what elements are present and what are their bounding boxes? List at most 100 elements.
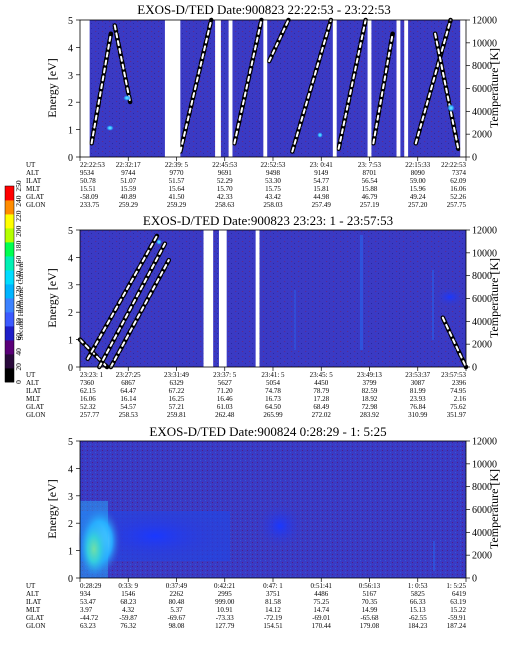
ephemeris-value: 51.57 — [169, 177, 185, 185]
ephemeris-row-label: GLAT — [26, 614, 45, 622]
ephemeris-value: 272.02 — [312, 411, 332, 419]
ephemeris-value: 9691 — [218, 169, 233, 177]
panel-2-temperature-ticks: 0 2000 4000 6000 8000 10000 12000 — [466, 226, 497, 374]
ephemeris-value: 3.97 — [80, 606, 93, 614]
ephemeris-row-label: GLON — [26, 411, 45, 419]
ephemeris-value: 23:41: 5 — [261, 371, 285, 379]
temperature-tick-label: 0 — [472, 574, 477, 585]
ephemeris-value: 934 — [80, 590, 91, 598]
panel-1-ephemeris: UTALTILATMLTGLATGLON22:22:53953450.7815.… — [26, 161, 467, 209]
colorbar-ticks: 0 20 40 60 80 100 120 140 160 180 200 220 240 250 — [14, 180, 23, 384]
ephemeris-value: -69.01 — [312, 614, 331, 622]
panel-3-green-core — [80, 521, 108, 577]
ephemeris-value: 4450 — [314, 379, 329, 387]
energy-tick-label: 5 — [68, 16, 73, 27]
panel-2-noise — [80, 230, 466, 367]
ephemeris-row-label: MLT — [26, 185, 41, 193]
colorbar-cell — [5, 312, 14, 327]
streak-light — [337, 19, 367, 150]
ephemeris-value: 179.08 — [360, 622, 380, 630]
streak-light — [291, 19, 332, 153]
colorbar-tick-label: 180 — [14, 240, 23, 252]
ephemeris-value: 81.99 — [410, 387, 426, 395]
ephemeris-value: 76.32 — [120, 622, 136, 630]
colorbar-tick-label: 120 — [14, 286, 23, 298]
energy-tick-label: 1 — [68, 126, 73, 137]
ephemeris-value: 258.03 — [263, 201, 283, 209]
ephemeris-value: 14.12 — [265, 606, 281, 614]
ephemeris-value: 80.48 — [169, 598, 185, 606]
energy-tick-label: 2 — [68, 98, 73, 109]
ephemeris-value: 9744 — [121, 169, 136, 177]
ephemeris-value: 1546 — [121, 590, 136, 598]
ephemeris-value: 259.29 — [167, 201, 187, 209]
colorbar-cell — [5, 214, 14, 229]
ephemeris-value: 41.50 — [169, 193, 185, 201]
ephemeris-value: 46.79 — [362, 193, 378, 201]
ephemeris-value: 51.07 — [120, 177, 136, 185]
ephemeris-value: 127.79 — [215, 622, 235, 630]
data-gap — [367, 20, 372, 157]
panel-2-ylabel: Energy [eV] — [45, 268, 59, 327]
data-gap — [218, 230, 227, 367]
ephemeris-row-label: ALT — [26, 590, 40, 598]
streak-light — [109, 259, 170, 368]
ephemeris-value: 0:37:49 — [166, 582, 188, 590]
ephemeris-value: 2.16 — [454, 395, 467, 403]
ephemeris-value: 98.08 — [169, 622, 185, 630]
ephemeris-value: 2262 — [170, 590, 185, 598]
ephemeris-value: 10.91 — [217, 606, 233, 614]
ephemeris-value: 15.59 — [120, 185, 136, 193]
ephemeris-row-label: UT — [26, 161, 36, 169]
ephemeris-value: 3799 — [363, 379, 378, 387]
ephemeris-value: 67.22 — [169, 387, 185, 395]
ephemeris-value: 74.78 — [265, 387, 281, 395]
ephemeris-value: 53.30 — [265, 177, 281, 185]
ephemeris-value: 6867 — [121, 379, 136, 387]
ephemeris-value: 0:56:13 — [359, 582, 381, 590]
ephemeris-value: 5.37 — [170, 606, 183, 614]
ephemeris-value: 49.24 — [410, 193, 426, 201]
data-gap — [263, 20, 268, 157]
panel-2-bright-column — [432, 270, 434, 340]
colorbar-label: Second Harmonic Current — [16, 261, 25, 341]
ephemeris-value: 22:22:53 — [80, 161, 105, 169]
panel-1-data-gaps — [80, 20, 466, 157]
panel-1-cyan-spot — [317, 132, 323, 138]
ephemeris-value: 999.00 — [215, 598, 235, 606]
ephemeris-value: 9498 — [266, 169, 281, 177]
ephemeris-value: 57.21 — [169, 403, 185, 411]
ephemeris-value: 14.99 — [362, 606, 378, 614]
energy-tick-label: 0 — [68, 574, 73, 585]
colorbar-cell — [5, 284, 14, 299]
ephemeris-value: 170.44 — [312, 622, 332, 630]
temperature-tick-label: 2000 — [472, 340, 492, 351]
panel-2-blue-patch — [434, 287, 466, 307]
ephemeris-row-label: GLAT — [26, 193, 45, 201]
ephemeris-value: -59.87 — [119, 614, 138, 622]
ephemeris-value: 0:28:29 — [80, 582, 102, 590]
panel-1: EXOS-D/TED Date:900823 22:22:53 - 23:22:… — [26, 2, 501, 209]
colorbar-cell — [5, 228, 14, 243]
ephemeris-value: 23: 7:53 — [358, 161, 382, 169]
ephemeris-value: 54.77 — [313, 177, 329, 185]
panel-3-time-ticks — [79, 578, 467, 582]
colorbar-tick-label: 20 — [14, 363, 23, 371]
energy-tick-label: 0 — [68, 363, 73, 374]
panel-2-title: EXOS-D/TED Date:900823 23:23: 1 - 23:57:… — [143, 213, 393, 228]
colorbar-cell — [5, 326, 14, 341]
temperature-tick-label: 4000 — [472, 317, 492, 328]
colorbar-tick-label: 100 — [14, 301, 23, 313]
colorbar-tick-label: 240 — [14, 195, 23, 207]
ephemeris-value: 0:47: 1 — [263, 582, 283, 590]
ephemeris-value: 310.99 — [408, 411, 428, 419]
ephemeris-value: 44.98 — [313, 193, 329, 201]
energy-tick-label: 4 — [68, 464, 73, 475]
panel-1-cyan-spot — [106, 125, 114, 131]
panel-2-cyan-spot — [156, 239, 162, 245]
temperature-tick-label: 12000 — [472, 226, 497, 237]
ephemeris-value: 184.23 — [408, 622, 428, 630]
ephemeris-value: 23:53:37 — [405, 371, 430, 379]
data-gap — [164, 20, 181, 157]
ephemeris-value: 42.33 — [217, 193, 233, 201]
